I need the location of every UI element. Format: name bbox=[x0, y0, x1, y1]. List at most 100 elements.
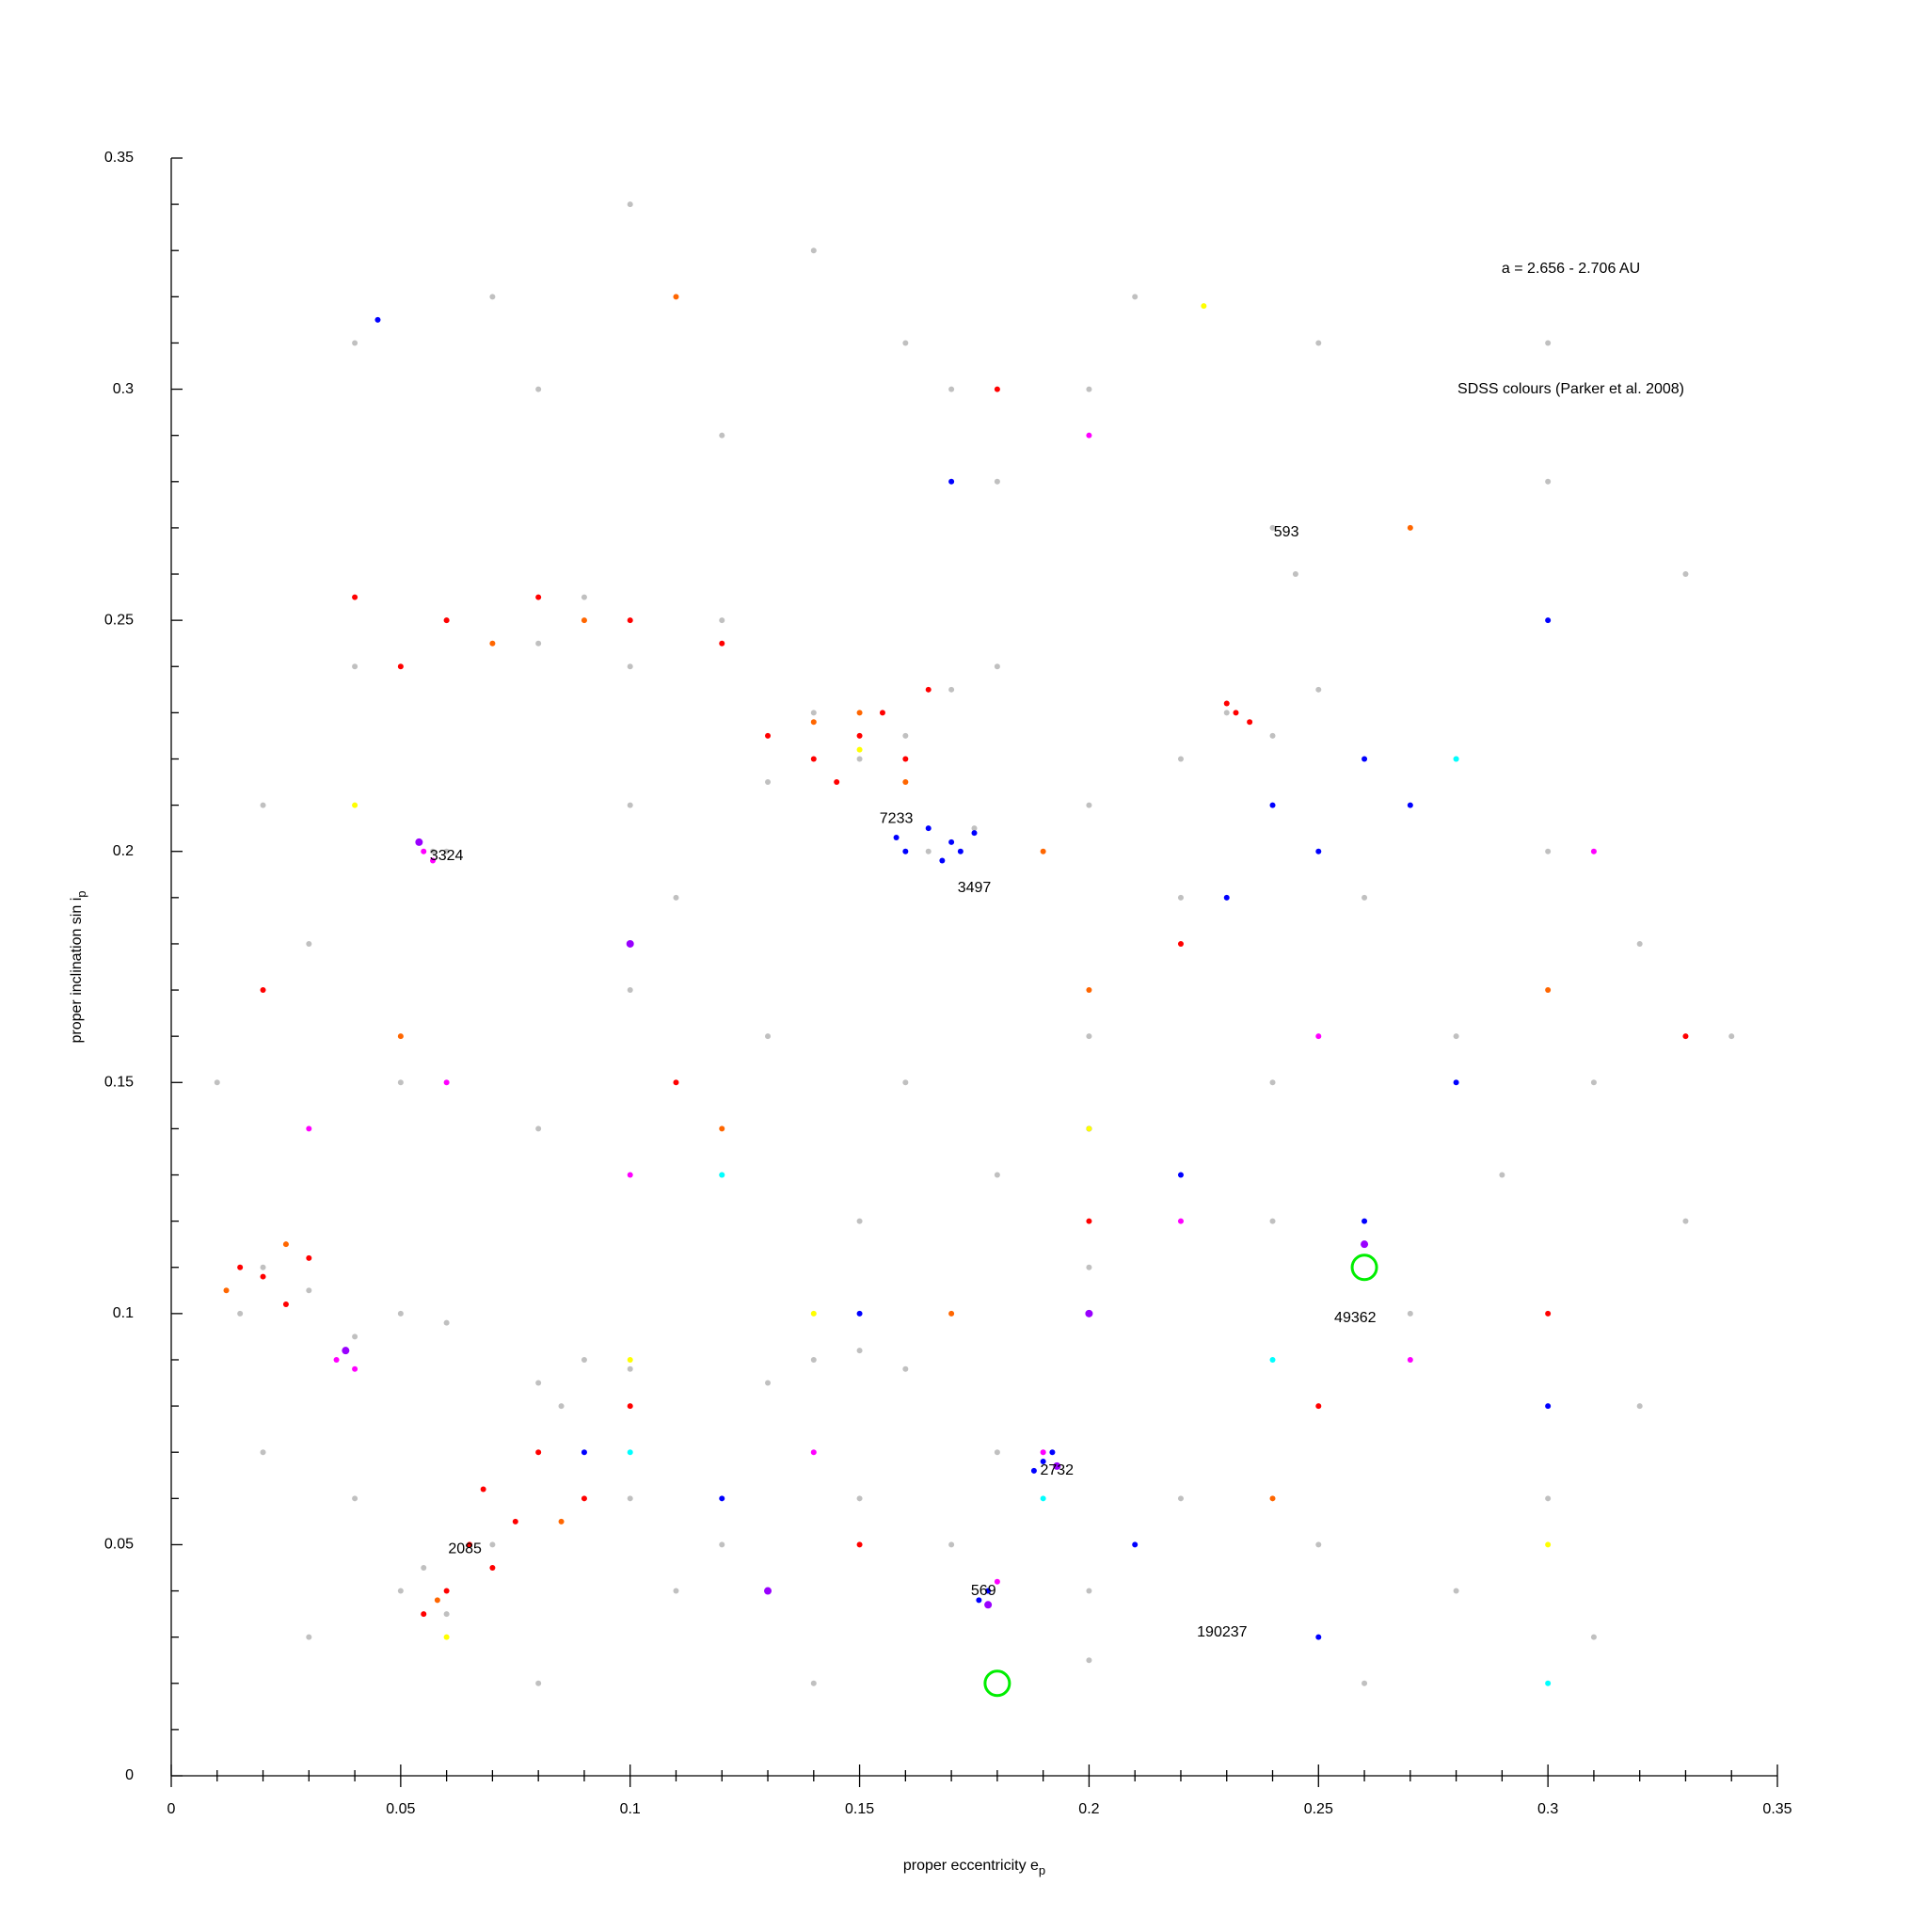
data-point bbox=[810, 1356, 817, 1363]
data-point bbox=[535, 594, 542, 600]
data-point bbox=[1362, 1680, 1368, 1686]
data-point bbox=[352, 340, 358, 346]
data-point bbox=[1545, 1310, 1552, 1317]
data-point bbox=[994, 386, 1000, 392]
data-point bbox=[1315, 848, 1322, 854]
data-point bbox=[512, 1518, 518, 1525]
data-point bbox=[1269, 802, 1276, 808]
data-point bbox=[1545, 1403, 1552, 1410]
data-point bbox=[535, 386, 542, 392]
annotation: 2085 bbox=[448, 1541, 482, 1557]
data-point bbox=[489, 640, 496, 647]
data-point bbox=[1407, 802, 1413, 808]
data-point bbox=[415, 838, 423, 846]
data-point bbox=[581, 594, 587, 600]
data-point bbox=[994, 1449, 1000, 1456]
data-point bbox=[902, 1365, 909, 1372]
data-point bbox=[1682, 1218, 1689, 1224]
data-point bbox=[673, 1079, 679, 1086]
data-point bbox=[1545, 987, 1552, 994]
data-point bbox=[925, 825, 932, 832]
y-tick-label: 0.35 bbox=[104, 150, 134, 166]
data-point bbox=[1233, 710, 1239, 716]
data-point bbox=[856, 732, 863, 739]
data-point bbox=[260, 802, 266, 808]
y-tick-label: 0.05 bbox=[104, 1537, 134, 1553]
data-point bbox=[429, 857, 436, 864]
data-point bbox=[810, 710, 817, 716]
y-tick-label: 0.3 bbox=[113, 381, 134, 397]
data-point bbox=[1590, 1079, 1597, 1086]
data-point bbox=[1315, 340, 1322, 346]
annotation: 593 bbox=[1274, 524, 1299, 540]
data-point bbox=[1086, 432, 1092, 439]
data-point bbox=[1269, 524, 1276, 531]
data-point bbox=[434, 1597, 440, 1604]
data-point bbox=[948, 686, 955, 693]
data-point bbox=[535, 1126, 542, 1132]
data-point bbox=[443, 1319, 450, 1326]
data-point bbox=[443, 1079, 450, 1086]
data-point bbox=[1177, 940, 1184, 947]
data-point bbox=[1223, 700, 1230, 707]
x-tick-label: 0.25 bbox=[1304, 1801, 1333, 1817]
data-point bbox=[443, 1634, 450, 1640]
data-point bbox=[1315, 686, 1322, 693]
data-point bbox=[1086, 802, 1092, 808]
data-point bbox=[719, 1541, 725, 1548]
annotation: 7233 bbox=[880, 811, 914, 827]
data-point bbox=[352, 594, 358, 600]
data-point bbox=[260, 1264, 266, 1270]
data-point bbox=[1453, 1033, 1459, 1040]
y-tick-label: 0.2 bbox=[113, 843, 134, 859]
data-point bbox=[971, 825, 978, 832]
data-point bbox=[902, 732, 909, 739]
data-point bbox=[627, 1495, 633, 1502]
data-point bbox=[1545, 478, 1552, 485]
data-point bbox=[810, 719, 817, 726]
data-point bbox=[374, 316, 381, 323]
data-point bbox=[1247, 719, 1253, 726]
data-point bbox=[948, 838, 955, 845]
data-point bbox=[673, 294, 679, 300]
data-point bbox=[1132, 1541, 1139, 1548]
data-point bbox=[443, 1611, 450, 1618]
data-point bbox=[1545, 617, 1552, 624]
data-point bbox=[673, 1588, 679, 1594]
x-tick-label: 0.35 bbox=[1762, 1801, 1792, 1817]
data-point bbox=[1269, 1079, 1276, 1086]
data-point bbox=[1177, 756, 1184, 762]
data-point bbox=[1201, 303, 1207, 310]
data-point bbox=[1269, 1218, 1276, 1224]
data-point bbox=[1040, 848, 1046, 854]
data-point bbox=[352, 1495, 358, 1502]
data-point bbox=[1086, 386, 1092, 392]
data-point bbox=[1636, 940, 1643, 947]
data-point bbox=[1407, 1310, 1413, 1317]
x-tick-label: 0.2 bbox=[1078, 1801, 1099, 1817]
data-point bbox=[397, 1588, 404, 1594]
data-point bbox=[306, 1254, 312, 1261]
data-point bbox=[282, 1241, 289, 1248]
data-point bbox=[810, 1310, 817, 1317]
data-point bbox=[1292, 571, 1298, 578]
data-point bbox=[1315, 1541, 1322, 1548]
data-point bbox=[421, 848, 427, 854]
annotation: 2732 bbox=[1040, 1462, 1074, 1478]
data-point bbox=[1315, 1403, 1322, 1410]
data-point bbox=[1086, 1033, 1092, 1040]
y-axis-label: proper inclination sin ip bbox=[69, 891, 88, 1044]
data-point bbox=[1682, 1033, 1689, 1040]
data-point bbox=[1362, 894, 1368, 901]
annotation: 49362 bbox=[1334, 1310, 1377, 1326]
data-point bbox=[535, 1449, 542, 1456]
data-point bbox=[856, 746, 863, 753]
data-point bbox=[627, 1403, 633, 1410]
data-point bbox=[834, 779, 840, 786]
data-point bbox=[443, 1588, 450, 1594]
data-point bbox=[810, 756, 817, 762]
data-point bbox=[902, 340, 909, 346]
data-point bbox=[856, 756, 863, 762]
data-point bbox=[1177, 894, 1184, 901]
